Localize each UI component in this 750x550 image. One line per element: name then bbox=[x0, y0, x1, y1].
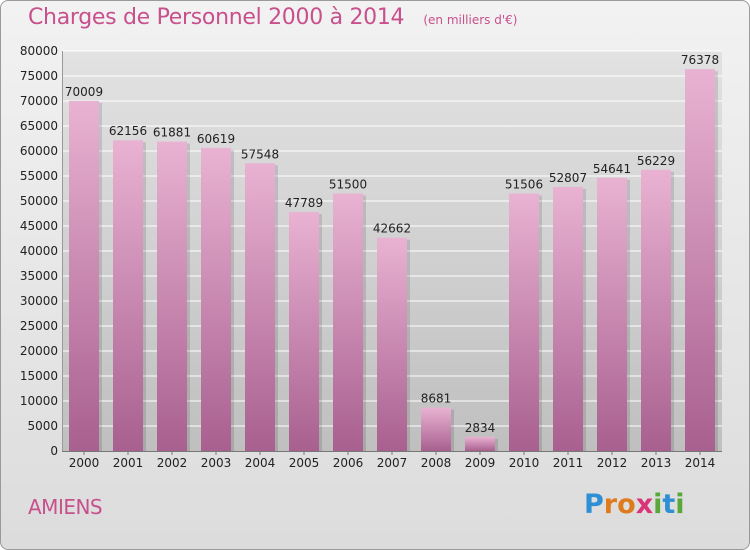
axes: 0 5000 10000 15000 20000 25000 30000 35000 40000… bbox=[20, 44, 722, 470]
y-tick-label: 25000 bbox=[20, 319, 58, 333]
bar-value-label: 54641 bbox=[593, 162, 631, 176]
x-tick-label: 2007 bbox=[377, 456, 408, 470]
x-tick-label: 2003 bbox=[201, 456, 232, 470]
y-tick-label: 20000 bbox=[20, 344, 58, 358]
bar bbox=[245, 163, 275, 451]
x-tick-label: 2000 bbox=[69, 456, 100, 470]
bar-value-label: 51506 bbox=[505, 177, 543, 191]
y-tick-label: 0 bbox=[50, 444, 58, 458]
bar bbox=[465, 436, 495, 451]
y-tick-label: 15000 bbox=[20, 369, 58, 383]
bar-value-label: 56229 bbox=[637, 154, 675, 168]
y-tick-label: 65000 bbox=[20, 119, 58, 133]
logo-letter: t bbox=[662, 489, 676, 520]
bar bbox=[113, 140, 143, 451]
logo-letter: i bbox=[675, 489, 685, 520]
logo-letter: P bbox=[584, 489, 604, 520]
y-tick-label: 60000 bbox=[20, 144, 58, 158]
bar bbox=[377, 237, 407, 451]
x-tick-label: 2010 bbox=[509, 456, 540, 470]
y-tick-label: 55000 bbox=[20, 169, 58, 183]
bar-value-label: 2834 bbox=[465, 421, 496, 435]
x-tick-label: 2006 bbox=[333, 456, 364, 470]
bar bbox=[553, 186, 583, 451]
logo-letter: o bbox=[617, 489, 636, 520]
subtitle-text: (en milliers d'€) bbox=[423, 13, 518, 27]
bar-value-label: 60619 bbox=[197, 132, 235, 146]
bar bbox=[69, 100, 99, 451]
y-tick-label: 50000 bbox=[20, 194, 58, 208]
bar-value-label: 76378 bbox=[681, 53, 719, 67]
bar bbox=[421, 407, 451, 451]
x-tick-label: 2009 bbox=[465, 456, 496, 470]
x-tick-label: 2011 bbox=[553, 456, 584, 470]
bar bbox=[157, 141, 187, 451]
x-tick-label: 2014 bbox=[685, 456, 716, 470]
x-tick-label: 2005 bbox=[289, 456, 320, 470]
logo-letter: x bbox=[635, 489, 654, 520]
x-tick-label: 2012 bbox=[597, 456, 628, 470]
y-tick-label: 10000 bbox=[20, 394, 58, 408]
bars: 70009 62156 61881 60619 57548 47789 51500 42662… bbox=[65, 53, 719, 452]
bar bbox=[597, 177, 627, 452]
y-tick-label: 35000 bbox=[20, 269, 58, 283]
bar-value-label: 62156 bbox=[109, 124, 147, 138]
x-tick-label: 2001 bbox=[113, 456, 144, 470]
bar bbox=[289, 212, 319, 451]
bar-value-label: 51500 bbox=[329, 178, 367, 192]
bar-value-label: 47789 bbox=[285, 196, 323, 210]
bar bbox=[201, 147, 231, 451]
bar-value-label: 8681 bbox=[421, 392, 452, 406]
bar bbox=[333, 193, 363, 451]
y-tick-label: 75000 bbox=[20, 69, 58, 83]
y-tick-label: 30000 bbox=[20, 294, 58, 308]
title-text: Charges de Personnel 2000 à 2014 bbox=[28, 5, 405, 30]
city-label: AMIENS bbox=[28, 495, 103, 519]
bar bbox=[641, 169, 671, 452]
bar-value-label: 70009 bbox=[65, 85, 103, 99]
y-tick-label: 70000 bbox=[20, 94, 58, 108]
y-tick-label: 45000 bbox=[20, 219, 58, 233]
bar-value-label: 42662 bbox=[373, 222, 411, 236]
logo-letter: i bbox=[653, 489, 663, 520]
x-tick-label: 2004 bbox=[245, 456, 276, 470]
bar bbox=[509, 193, 539, 451]
chart-title: Charges de Personnel 2000 à 2014 (en mil… bbox=[28, 5, 517, 30]
proxiti-logo: Proxiti bbox=[584, 489, 685, 520]
x-tick-label: 2008 bbox=[421, 456, 452, 470]
y-tick-label: 80000 bbox=[20, 44, 58, 58]
y-tick-label: 5000 bbox=[27, 419, 58, 433]
bar-value-label: 57548 bbox=[241, 147, 279, 161]
bar-value-label: 61881 bbox=[153, 126, 191, 140]
logo-letter: r bbox=[603, 489, 618, 520]
x-tick-label: 2013 bbox=[641, 456, 672, 470]
bar-value-label: 52807 bbox=[549, 171, 587, 185]
y-tick-label: 40000 bbox=[20, 244, 58, 258]
x-tick-label: 2002 bbox=[157, 456, 188, 470]
bar bbox=[685, 69, 715, 452]
